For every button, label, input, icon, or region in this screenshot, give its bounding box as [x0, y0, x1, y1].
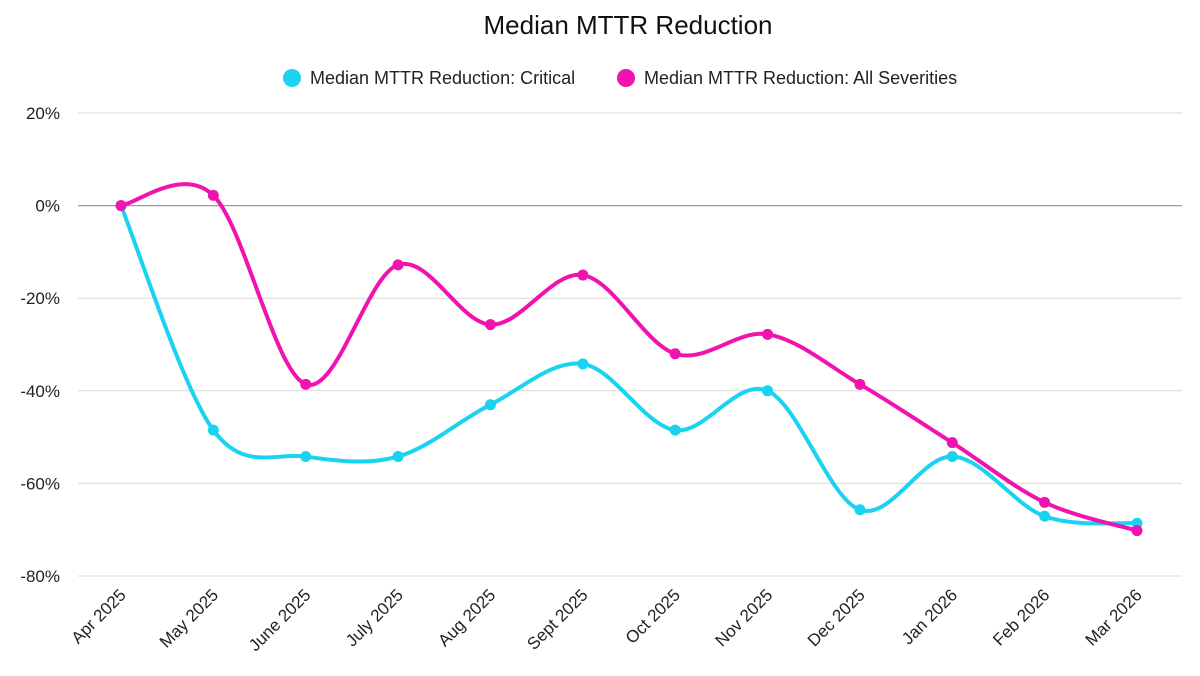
y-tick-label: 0%: [35, 197, 60, 216]
series-line-all-severities: [119, 182, 1139, 533]
legend-label-all-severities: Median MTTR Reduction: All Severities: [644, 68, 957, 88]
chart-title: Median MTTR Reduction: [484, 10, 773, 40]
x-axis: Apr 2025 May 2025 June 2025 July 2025 Aug 20…: [68, 585, 1146, 655]
y-axis: 20% 0% -20% -40% -60% -80%: [20, 104, 60, 586]
data-point-all-severities[interactable]: [577, 269, 589, 281]
data-point-all-severities[interactable]: [946, 437, 958, 449]
data-point-all-severities[interactable]: [300, 378, 312, 390]
x-tick-label: Aug 2025: [434, 585, 499, 650]
data-point-critical[interactable]: [669, 424, 681, 436]
x-tick-label: Mar 2026: [1082, 585, 1146, 649]
data-point-all-severities[interactable]: [484, 319, 496, 331]
x-tick-label: May 2025: [156, 585, 222, 651]
series-group: [115, 182, 1143, 537]
series-all-severities: [115, 182, 1143, 537]
x-tick-label: Jan 2026: [898, 585, 961, 648]
data-point-all-severities[interactable]: [1131, 525, 1143, 537]
data-point-critical[interactable]: [946, 451, 958, 463]
legend-marker-critical: [283, 69, 301, 87]
data-point-all-severities[interactable]: [854, 378, 866, 390]
x-tick-label: Nov 2025: [711, 585, 776, 650]
y-tick-label: -20%: [20, 289, 60, 308]
data-point-all-severities[interactable]: [1039, 496, 1051, 508]
data-point-critical[interactable]: [854, 504, 866, 516]
legend-marker-all-severities: [617, 69, 635, 87]
x-tick-label: Feb 2026: [989, 585, 1053, 649]
data-point-all-severities[interactable]: [669, 348, 681, 360]
data-point-all-severities[interactable]: [115, 200, 127, 212]
x-tick-label: Dec 2025: [804, 585, 869, 650]
x-tick-label: Oct 2025: [622, 585, 684, 647]
data-point-critical[interactable]: [577, 358, 589, 370]
series-line-critical: [119, 203, 1139, 526]
data-point-critical[interactable]: [484, 399, 496, 411]
legend-item-all-severities[interactable]: Median MTTR Reduction: All Severities: [617, 68, 957, 88]
legend-item-critical[interactable]: Median MTTR Reduction: Critical: [283, 68, 575, 88]
data-point-all-severities[interactable]: [207, 189, 219, 201]
data-point-critical[interactable]: [300, 451, 312, 463]
y-tick-label: 20%: [26, 104, 60, 123]
x-tick-label: July 2025: [342, 585, 407, 650]
data-point-critical[interactable]: [392, 451, 404, 463]
data-point-all-severities[interactable]: [392, 259, 404, 271]
series-critical: [115, 200, 1143, 529]
x-tick-label: June 2025: [245, 585, 315, 655]
grid: [78, 112, 1182, 577]
legend: Median MTTR Reduction: Critical Median M…: [283, 68, 957, 88]
data-point-critical[interactable]: [1039, 510, 1051, 522]
data-point-critical[interactable]: [207, 424, 219, 436]
y-tick-label: -40%: [20, 382, 60, 401]
data-point-all-severities[interactable]: [762, 328, 774, 340]
data-point-critical[interactable]: [762, 385, 774, 397]
y-tick-label: -60%: [20, 474, 60, 493]
y-tick-label: -80%: [20, 567, 60, 586]
x-tick-label: Apr 2025: [68, 585, 130, 647]
x-tick-label: Sept 2025: [523, 585, 591, 653]
legend-label-critical: Median MTTR Reduction: Critical: [310, 68, 575, 88]
